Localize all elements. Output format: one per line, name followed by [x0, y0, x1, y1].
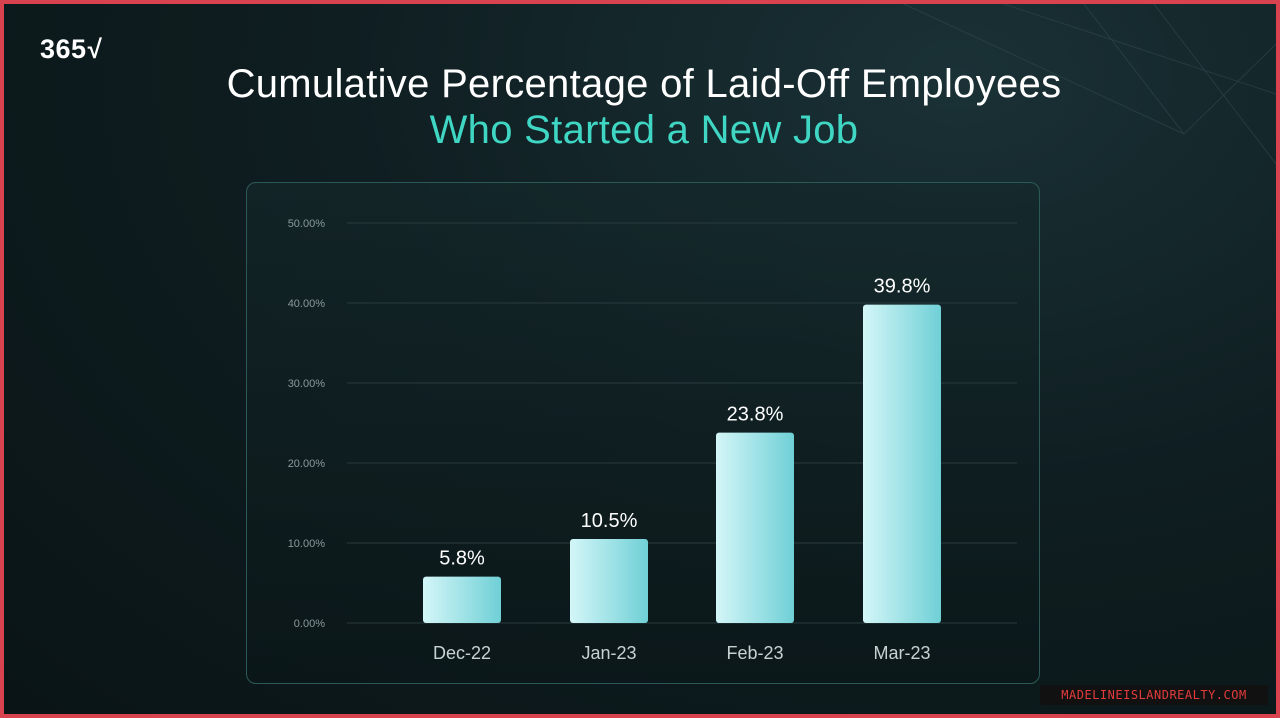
bar-jan-23: [570, 539, 648, 623]
bar-dec-22: [423, 576, 501, 623]
background-decoration: [903, 4, 1276, 165]
y-tick-label: 10.00%: [288, 538, 326, 550]
y-tick-label: 40.00%: [288, 298, 326, 310]
checkmark-icon: √: [87, 34, 103, 64]
y-tick-label: 20.00%: [288, 458, 326, 470]
data-label: 23.8%: [727, 404, 784, 426]
watermark: MADELINEISLANDREALTY.COM: [1040, 685, 1268, 705]
bar-mar-23: [863, 304, 941, 623]
x-tick-label: Mar-23: [873, 643, 930, 663]
bar-chart: 0.00% 10.00% 20.00% 30.00% 40.00% 50.00% 5.8%…: [288, 218, 1017, 663]
chart-subtitle: Who Started a New Job: [429, 108, 859, 152]
x-tick-label: Dec-22: [433, 643, 491, 663]
chart-title: Cumulative Percentage of Laid-Off Employ…: [226, 62, 1062, 106]
x-tick-label: Feb-23: [726, 643, 783, 663]
chart-panel: 0.00% 10.00% 20.00% 30.00% 40.00% 50.00% 5.8%…: [246, 182, 1040, 684]
chart-frame: 365√ Cumulative Percentage of Laid-Off E…: [4, 4, 1276, 714]
data-label: 5.8%: [439, 548, 485, 570]
brand-logo: 365√: [40, 34, 102, 65]
x-tick-label: Jan-23: [581, 643, 636, 663]
logo-text: 365: [40, 34, 87, 64]
bar-feb-23: [716, 432, 794, 623]
y-tick-label: 50.00%: [288, 218, 326, 230]
data-label: 10.5%: [581, 510, 638, 532]
data-label: 39.8%: [874, 276, 931, 298]
y-tick-label: 0.00%: [294, 618, 325, 630]
y-tick-label: 30.00%: [288, 378, 326, 390]
